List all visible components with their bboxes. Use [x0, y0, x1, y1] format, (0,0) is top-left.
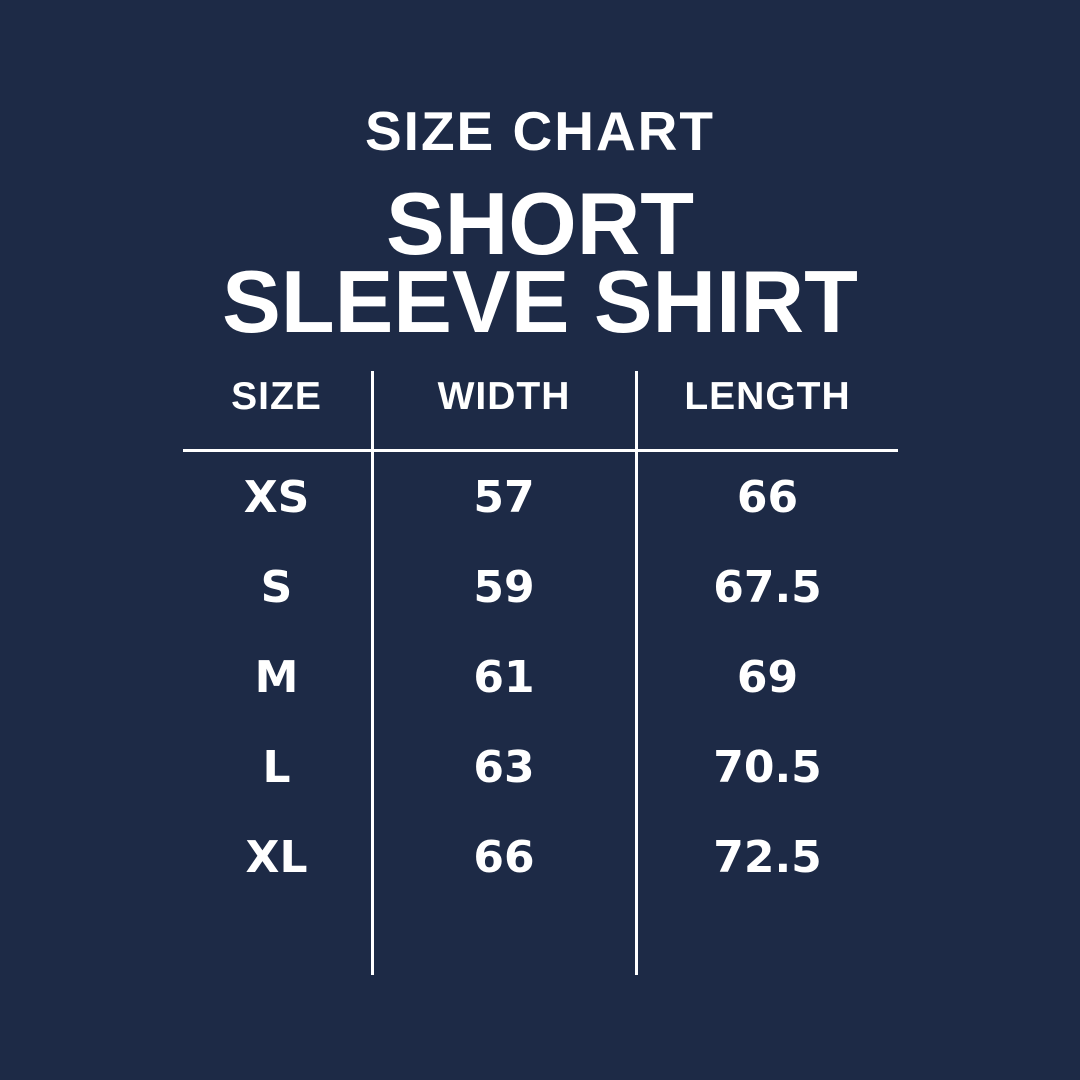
row-xl-length-cell: 72.5: [713, 831, 822, 883]
table-bottom-spacer-left: [183, 902, 371, 975]
row-xs-length-cell: 66: [736, 471, 799, 523]
size-table: SIZE WIDTH LENGTH XS 57 66 S 59 67.5 M 6…: [182, 371, 898, 975]
chart-title-line2: SLEEVE SHIRT: [222, 252, 858, 351]
table-bottom-spacer-right: [638, 902, 898, 975]
chart-title: SHORT SLEEVE SHIRT: [222, 174, 858, 351]
row-m-width-cell: 61: [370, 632, 638, 722]
row-xl-size-cell: XL: [245, 831, 308, 883]
row-l-size-cell: L: [262, 741, 291, 793]
row-s-size-cell: S: [260, 561, 293, 613]
row-xs-size-cell: XS: [243, 471, 310, 523]
chart-kicker: SIZE CHART: [365, 100, 715, 162]
row-xl-width-cell: 66: [370, 812, 638, 902]
row-xs-width-cell: 57: [370, 452, 638, 542]
row-l-length-cell: 70.5: [713, 741, 822, 793]
row-m-size-cell: M: [254, 651, 299, 703]
column-header-size: SIZE: [182, 371, 371, 452]
chart-title-line1: SHORT: [386, 174, 694, 273]
row-s-length-cell: 67.5: [713, 561, 822, 613]
row-m-length-cell: 69: [736, 651, 799, 703]
row-s-width-cell: 59: [370, 542, 638, 632]
column-header-length: LENGTH: [637, 371, 898, 452]
row-l-width-cell: 63: [370, 722, 638, 812]
table-bottom-spacer-mid: [370, 902, 638, 975]
column-header-width: WIDTH: [370, 371, 638, 452]
